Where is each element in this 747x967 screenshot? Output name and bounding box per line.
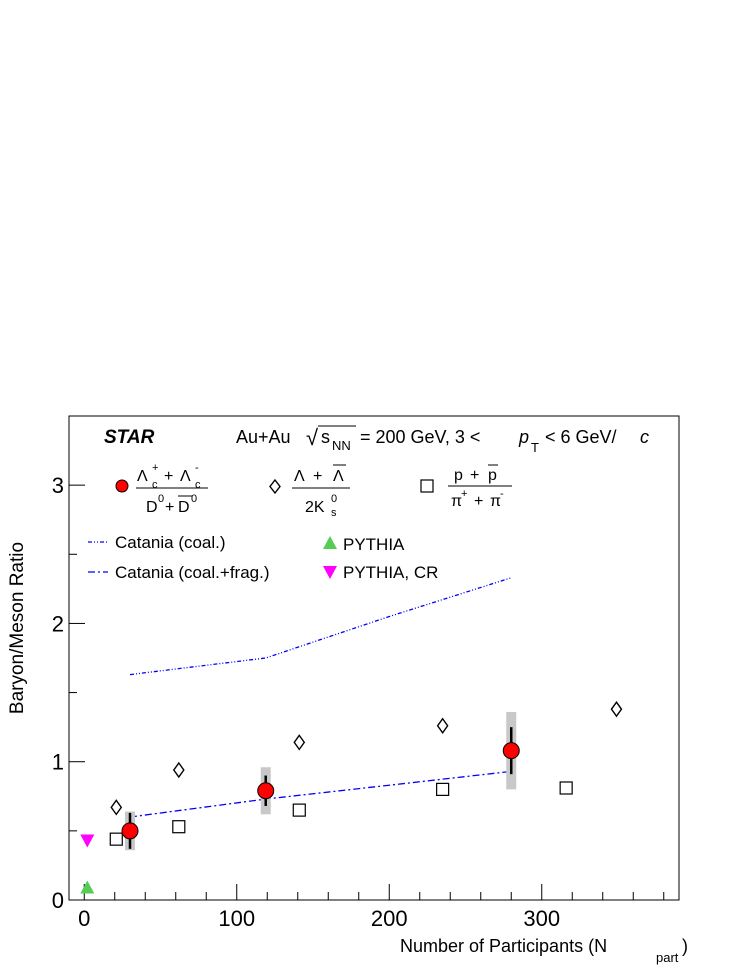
legend-proton-label: p + p π + + π - [448, 464, 512, 510]
legend-pythia-cr-marker [323, 566, 337, 579]
legend-p-num-b: p [488, 467, 497, 484]
system-pt-p: p [518, 427, 529, 447]
legend-lambda-c-marker [115, 479, 129, 493]
y-tick-label: 2 [52, 611, 64, 636]
legend-lc-num-plus: + [164, 468, 173, 485]
lambda-c-ratio-marker [257, 782, 275, 800]
x-tick-label: 100 [218, 906, 255, 931]
experiment-label: STAR [104, 427, 155, 448]
legend-p-den-b-sup: - [500, 488, 504, 500]
sqrt-nn-subscript: NN [332, 438, 351, 453]
legend-pythia-marker [323, 536, 337, 549]
pythia-cr-marker [80, 834, 95, 848]
x-axis-title: Number of Participants (N part ) [400, 936, 688, 965]
proton-ratio-marker [559, 781, 573, 795]
lambda-ratio-marker [110, 799, 123, 816]
legend-pythia-cr-label: PYTHIA, CR [343, 563, 438, 582]
proton-ratio-marker [109, 832, 123, 846]
legend-lc-den-b: D [178, 499, 190, 516]
legend-lc-den-b-sup: 0 [191, 493, 197, 505]
lambda-ratio-marker [610, 700, 623, 718]
legend-l-num-plus: + [313, 468, 322, 485]
system-pt-subscript: T [531, 440, 539, 455]
legend-p-den-plus: + [474, 493, 483, 510]
lambda-ratio-marker [436, 717, 449, 734]
legend-lambda-label: Λ + Λ 2K 0 s [292, 464, 350, 519]
legend-proton-marker [420, 479, 434, 493]
sqrt-s: s [321, 427, 330, 447]
lambda-c-ratio-marker [121, 822, 139, 840]
pythia-marker [80, 880, 95, 894]
legend-lc-num-b-sub: c [195, 479, 201, 491]
legend-lc-num-b-sup: - [195, 462, 199, 474]
legend-lc-den-plus: + [165, 499, 174, 516]
legend: Λ + c + Λ - c D 0 + D 0 Λ + Λ 2K 0 s [88, 462, 512, 582]
x-axis-title-close: ) [682, 936, 688, 956]
legend-lc-den-a: D [146, 499, 158, 516]
legend-lc-num-a-sub: c [152, 479, 158, 491]
legend-l-den-sup: 0 [331, 493, 337, 505]
axes: 0 100 200 300 0 1 2 3 [52, 415, 665, 931]
legend-lc-den-a-sup: 0 [158, 493, 164, 505]
system-c: c [640, 427, 649, 447]
sqrt-symbol: √ [306, 425, 319, 450]
lambda-c-ratio-marker [502, 742, 520, 760]
x-axis-title-sub: part [656, 950, 679, 965]
legend-lc-num-a: Λ [137, 468, 148, 485]
x-tick-label: 300 [523, 906, 560, 931]
y-tick-label: 0 [52, 888, 64, 913]
proton-ratio-marker [292, 803, 306, 817]
legend-lambda-c-label: Λ + c + Λ - c D 0 + D 0 [136, 462, 208, 516]
legend-lambda-marker [269, 478, 281, 495]
legend-lc-num-a-sup: + [152, 462, 158, 474]
system-range-end: < 6 GeV/ [545, 427, 617, 447]
legend-p-num-a: p [454, 467, 463, 484]
y-tick-label: 3 [52, 473, 64, 498]
proton-ratio-marker [172, 820, 186, 834]
system-collision: Au+Au [236, 427, 291, 447]
legend-catania-coal-label: Catania (coal.) [115, 533, 226, 552]
legend-l-num-b: Λ [333, 468, 344, 485]
system-energy: = 200 GeV, 3 < [360, 427, 480, 447]
y-axis-title: Baryon/Meson Ratio [7, 542, 28, 714]
x-tick-label: 200 [371, 906, 408, 931]
legend-catania-coal-frag-label: Catania (coal.+frag.) [115, 563, 270, 582]
system-label: Au+Au √ s NN = 200 GeV, 3 < p T < 6 GeV/… [236, 425, 649, 455]
data-layer [80, 577, 623, 894]
proton-ratio-marker [436, 782, 450, 796]
legend-p-num-plus: + [470, 467, 479, 484]
legend-l-den-sub: s [331, 507, 337, 519]
legend-lc-num-b: Λ [180, 468, 191, 485]
catania_coal_frag-line [129, 770, 512, 818]
x-tick-label: 0 [78, 906, 90, 931]
legend-p-den-b: π [490, 493, 501, 510]
legend-l-num-a: Λ [294, 468, 305, 485]
plot-frame [68, 415, 680, 901]
lambda-ratio-marker [293, 734, 306, 751]
x-axis-title-main: Number of Participants (N [400, 936, 607, 956]
legend-l-den: 2K [305, 499, 325, 516]
legend-p-den-a: π [451, 493, 462, 510]
catania_coal-line [129, 577, 512, 676]
legend-pythia-label: PYTHIA [343, 535, 405, 554]
lambda-ratio-marker [172, 761, 185, 779]
legend-p-den-a-sup: + [461, 488, 467, 500]
y-tick-label: 1 [52, 750, 64, 775]
